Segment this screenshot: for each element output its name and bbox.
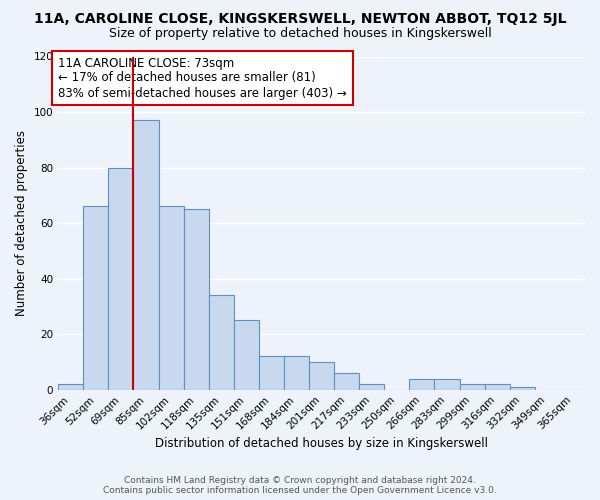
Bar [334,373,359,390]
Bar [133,120,158,390]
Bar [234,320,259,390]
Bar [409,378,434,390]
Bar [434,378,460,390]
X-axis label: Distribution of detached houses by size in Kingskerswell: Distribution of detached houses by size … [155,437,488,450]
Bar [259,356,284,390]
Bar [309,362,334,390]
Bar [109,168,133,390]
Bar [510,387,535,390]
Text: 11A CAROLINE CLOSE: 73sqm
← 17% of detached houses are smaller (81)
83% of semi-: 11A CAROLINE CLOSE: 73sqm ← 17% of detac… [58,56,347,100]
Bar [158,206,184,390]
Bar [485,384,510,390]
Text: Contains HM Land Registry data © Crown copyright and database right 2024.
Contai: Contains HM Land Registry data © Crown c… [103,476,497,495]
Text: 11A, CAROLINE CLOSE, KINGSKERSWELL, NEWTON ABBOT, TQ12 5JL: 11A, CAROLINE CLOSE, KINGSKERSWELL, NEWT… [34,12,566,26]
Bar [460,384,485,390]
Bar [359,384,385,390]
Y-axis label: Number of detached properties: Number of detached properties [15,130,28,316]
Bar [284,356,309,390]
Bar [209,296,234,390]
Bar [58,384,83,390]
Bar [83,206,109,390]
Text: Size of property relative to detached houses in Kingskerswell: Size of property relative to detached ho… [109,28,491,40]
Bar [184,209,209,390]
